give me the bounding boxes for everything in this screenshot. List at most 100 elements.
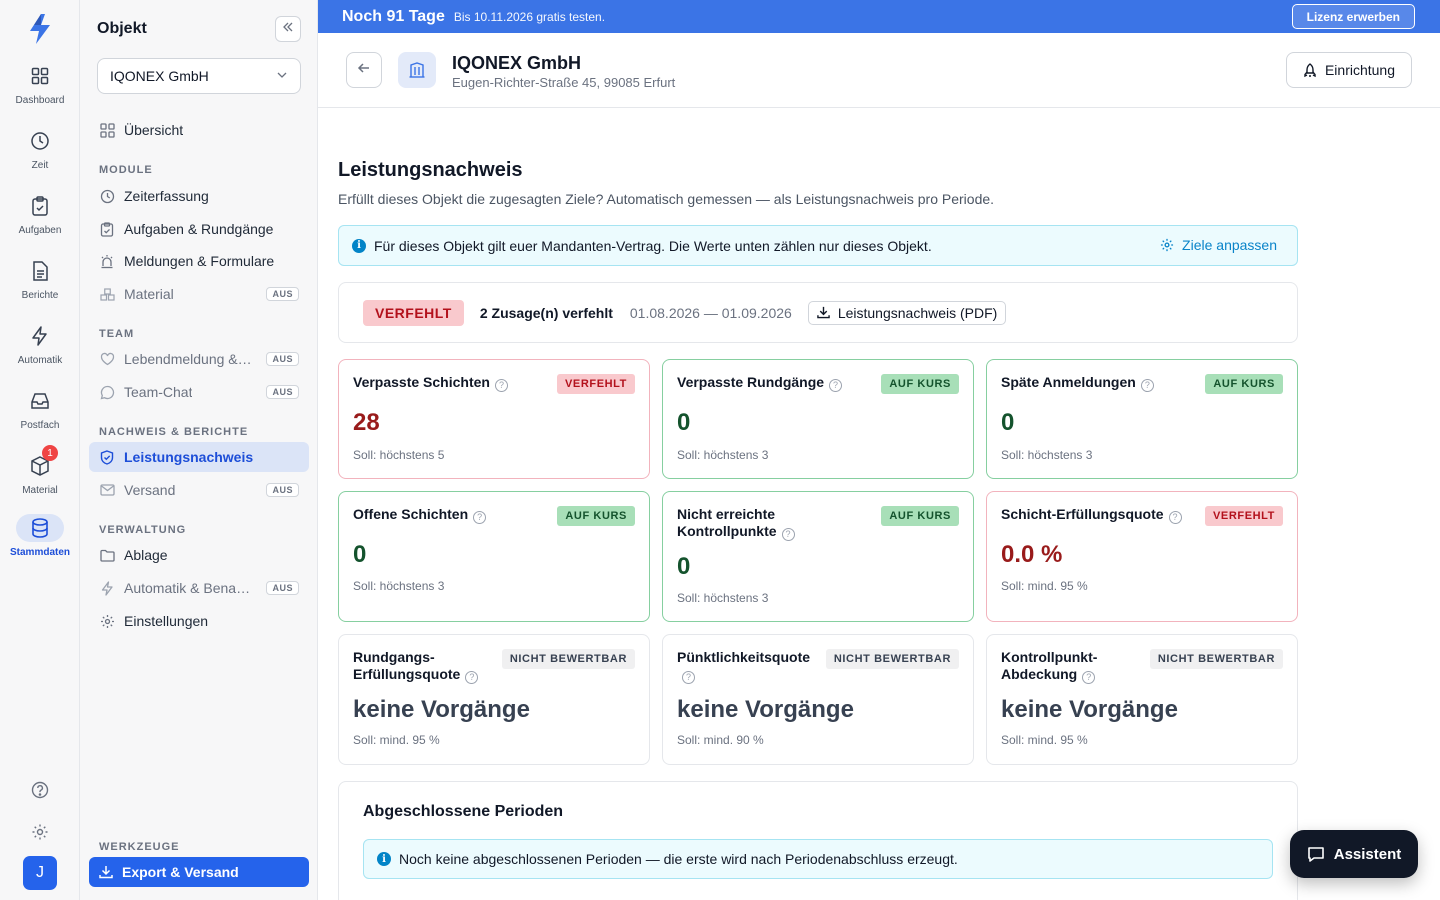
rail-item-aufgaben[interactable]: Aufgaben — [0, 192, 80, 236]
rail-item-dashboard[interactable]: Dashboard — [0, 62, 80, 106]
kpi-target: Soll: höchstens 3 — [677, 448, 769, 462]
shield-check-icon — [99, 449, 115, 465]
rail-item-automatik[interactable]: Automatik — [0, 322, 80, 366]
sidebar-item-lebendmeldung[interactable]: Lebendmeldung & … AUS — [89, 344, 309, 374]
missed-count: 2 Zusage(n) verfehlt — [479, 304, 613, 321]
sidebar-item-zeiterfassung[interactable]: Zeiterfassung — [89, 181, 309, 211]
off-badge: AUS — [266, 287, 299, 301]
kpi-value: 0 — [353, 541, 367, 568]
rail-item-berichte[interactable]: Berichte — [0, 257, 80, 301]
kpi-title: Schicht-Erfüllungsquote? — [1001, 506, 1182, 524]
section-label-verwaltung: VERWALTUNG — [99, 524, 187, 536]
help-icon[interactable]: ? — [781, 528, 795, 541]
clipboard-icon — [16, 192, 64, 220]
collapse-sidebar-button[interactable] — [275, 16, 301, 42]
setup-button[interactable]: Einrichtung — [1285, 52, 1412, 88]
kpi-status-badge: AUF KURS — [557, 506, 635, 526]
sidebar-title: Objekt — [97, 20, 147, 37]
kpi-card-rundgangs-erfuellungsquote: Rundgangs- Erfüllungsquote? NICHT BEWERTB… — [338, 634, 650, 765]
section-label-module: MODULE — [99, 164, 153, 176]
kpi-target: Soll: mind. 95 % — [1001, 579, 1088, 593]
kpi-target: Soll: höchstens 5 — [353, 448, 445, 462]
sidebar-item-meldungen[interactable]: Meldungen & Formulare — [89, 246, 309, 276]
help-icon[interactable]: ? — [494, 379, 508, 392]
sidebar-item-automatik[interactable]: Automatik & Benac… AUS — [89, 573, 309, 603]
mail-icon — [99, 482, 115, 498]
sidebar-item-uebersicht[interactable]: Übersicht — [89, 115, 309, 145]
sidebar-item-label: Zeiterfassung — [124, 188, 209, 204]
assistant-label: Assistent — [1333, 845, 1402, 863]
sidebar-item-label: Ablage — [124, 547, 168, 563]
kpi-value: 28 — [353, 409, 380, 436]
kpi-target: Soll: höchstens 3 — [677, 591, 769, 605]
sidebar-item-label: Team-Chat — [124, 384, 193, 400]
license-button[interactable]: Lizenz erwerben — [1291, 4, 1415, 29]
kpi-value: keine Vorgänge — [677, 696, 854, 723]
off-badge: AUS — [266, 352, 299, 366]
sidebar-item-versand[interactable]: Versand AUS — [89, 475, 309, 505]
adjust-goals-link[interactable]: Ziele anpassen — [1160, 237, 1277, 253]
section-label-werkzeuge: WERKZEUGE — [99, 841, 180, 853]
period-status-bar: VERFEHLT 2 Zusage(n) verfehlt 01.08.2026… — [338, 282, 1298, 343]
assistant-button[interactable]: Assistent — [1290, 830, 1418, 878]
page-subtitle: Erfüllt dieses Objekt die zugesagten Zie… — [338, 191, 995, 207]
closed-periods-panel: Abgeschlossene Perioden i Noch keine abg… — [338, 781, 1298, 900]
help-icon[interactable] — [24, 774, 56, 806]
building-icon — [398, 52, 436, 88]
help-icon[interactable]: ? — [1082, 671, 1096, 684]
object-select[interactable]: IQONEX GmbH — [97, 58, 301, 94]
back-button[interactable] — [346, 52, 382, 88]
avatar[interactable]: J — [23, 856, 57, 890]
kpi-card-verpasste-rundgaenge: Verpasste Rundgänge? AUF KURS 0 Soll: hö… — [662, 359, 974, 479]
kpi-card-kontrollpunkte: Nicht erreichte Kontrollpunkte? AUF KURS … — [662, 491, 974, 622]
sidebar-item-aufgaben[interactable]: Aufgaben & Rundgänge — [89, 214, 309, 244]
arrow-left-icon — [357, 61, 371, 80]
folder-icon — [99, 547, 115, 563]
app-rail: Dashboard Zeit Aufgaben Berichte Automat… — [0, 0, 80, 900]
help-icon[interactable]: ? — [1140, 379, 1154, 392]
kpi-target: Soll: mind. 95 % — [353, 733, 440, 747]
object-select-value: IQONEX GmbH — [110, 68, 209, 84]
rail-label: Aufgaben — [18, 225, 62, 236]
help-icon[interactable]: ? — [465, 671, 479, 684]
rail-item-zeit[interactable]: Zeit — [0, 127, 80, 171]
box-icon: 1 — [16, 445, 64, 480]
sidebar-item-label: Einstellungen — [124, 613, 209, 629]
pdf-download-button[interactable]: Leistungsnachweis (PDF) — [807, 300, 1007, 325]
sidebar-item-ablage[interactable]: Ablage — [89, 540, 309, 570]
object-address: Eugen-Richter-Straße 45, 99085 Erfurt — [452, 75, 676, 90]
object-sidebar: Objekt IQONEX GmbH Übersicht MODULE Zeit… — [80, 0, 318, 900]
sidebar-item-leistungsnachweis[interactable]: Leistungsnachweis — [89, 442, 309, 472]
gear-icon — [99, 613, 115, 629]
periods-info-text: Noch keine abgeschlossenen Perioden — di… — [399, 851, 958, 867]
siren-icon — [99, 253, 115, 269]
settings-gear-icon[interactable] — [24, 816, 56, 848]
app-logo-icon[interactable] — [26, 12, 54, 46]
section-label-team: TEAM — [99, 328, 135, 340]
help-icon[interactable]: ? — [829, 379, 843, 392]
help-icon[interactable]: ? — [473, 511, 487, 524]
rail-item-stammdaten[interactable]: Stammdaten — [0, 514, 80, 558]
sidebar-item-material[interactable]: Material AUS — [89, 279, 309, 309]
document-icon — [16, 257, 64, 285]
info-icon: i — [377, 852, 391, 866]
help-icon[interactable]: ? — [1168, 511, 1182, 524]
rail-item-postfach[interactable]: Postfach — [0, 387, 80, 431]
notification-badge: 1 — [42, 445, 58, 461]
sidebar-item-label: Übersicht — [124, 122, 184, 138]
contract-info-alert: i Für dieses Objekt gilt euer Mandanten-… — [338, 225, 1298, 266]
export-versand-button[interactable]: Export & Versand — [89, 857, 309, 887]
kpi-status-badge: VERFEHLT — [1204, 506, 1283, 526]
grid-icon — [16, 62, 64, 90]
chevron-down-icon — [276, 68, 288, 84]
kpi-title: Kontrollpunkt- Abdeckung? — [1001, 649, 1098, 684]
sidebar-item-team-chat[interactable]: Team-Chat AUS — [89, 377, 309, 407]
kpi-card-puenktlichkeitsquote: Pünktlichkeitsquote? NICHT BEWERTBAR kei… — [662, 634, 974, 765]
kpi-value: 0 — [677, 553, 691, 580]
rail-item-material[interactable]: 1 Material — [0, 445, 80, 496]
sidebar-item-einstellungen[interactable]: Einstellungen — [89, 606, 309, 636]
help-icon[interactable]: ? — [682, 671, 695, 684]
rail-label: Material — [22, 485, 58, 496]
trial-subtitle: Bis 10.11.2026 gratis testen. — [453, 9, 606, 24]
sidebar-item-label: Leistungsnachweis — [124, 449, 254, 465]
